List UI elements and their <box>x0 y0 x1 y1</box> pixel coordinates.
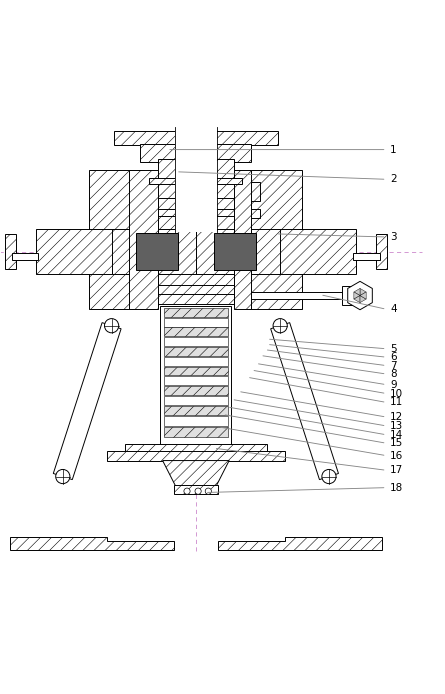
Bar <box>353 253 380 260</box>
Bar <box>234 169 251 310</box>
Text: 4: 4 <box>390 304 397 314</box>
Bar <box>112 230 158 274</box>
Polygon shape <box>271 323 339 480</box>
Polygon shape <box>53 323 121 480</box>
Text: 14: 14 <box>390 430 404 440</box>
Bar <box>12 253 38 260</box>
Bar <box>234 230 280 274</box>
Bar <box>196 230 234 274</box>
Bar <box>249 169 302 310</box>
Text: 6: 6 <box>390 352 397 362</box>
Polygon shape <box>218 537 382 550</box>
Bar <box>125 443 267 452</box>
Circle shape <box>322 469 336 484</box>
Bar <box>158 230 196 274</box>
Text: 11: 11 <box>390 398 404 407</box>
Bar <box>174 128 217 232</box>
Bar <box>214 233 256 270</box>
Circle shape <box>195 488 201 494</box>
Bar <box>114 131 278 145</box>
Text: 12: 12 <box>390 412 404 422</box>
Circle shape <box>105 319 119 333</box>
Polygon shape <box>360 296 366 303</box>
Bar <box>132 210 260 219</box>
Text: 10: 10 <box>390 389 403 398</box>
Bar <box>89 169 143 310</box>
Circle shape <box>273 319 287 333</box>
Circle shape <box>205 488 211 494</box>
Bar <box>132 182 260 201</box>
Bar <box>174 485 218 494</box>
Bar <box>158 160 234 180</box>
Bar <box>145 285 247 296</box>
Bar <box>164 347 228 356</box>
Bar <box>164 337 228 346</box>
Bar <box>160 306 231 446</box>
Bar <box>164 416 228 426</box>
Bar <box>5 234 16 269</box>
Bar <box>158 198 234 212</box>
Circle shape <box>184 488 190 494</box>
Bar <box>164 396 228 405</box>
Bar <box>164 328 228 337</box>
Bar <box>164 386 228 395</box>
Bar <box>164 366 228 375</box>
Bar <box>129 169 158 310</box>
Bar <box>164 357 228 366</box>
Text: 2: 2 <box>390 174 397 185</box>
Bar <box>164 308 228 317</box>
Polygon shape <box>354 296 360 303</box>
Bar <box>164 376 228 385</box>
Text: 18: 18 <box>390 482 404 493</box>
Text: 1: 1 <box>390 144 397 155</box>
Bar <box>158 216 234 232</box>
Bar <box>376 234 387 269</box>
Polygon shape <box>348 281 372 310</box>
Text: 7: 7 <box>390 361 397 371</box>
Bar <box>342 286 362 305</box>
Text: 3: 3 <box>390 232 397 242</box>
Bar <box>136 233 178 270</box>
Polygon shape <box>354 289 360 296</box>
Bar <box>150 178 243 184</box>
Bar <box>158 274 234 287</box>
Bar <box>164 427 228 437</box>
Bar <box>36 230 114 274</box>
Bar <box>164 405 228 415</box>
Bar <box>158 294 234 304</box>
Bar <box>141 144 251 162</box>
Polygon shape <box>360 292 366 299</box>
Text: 16: 16 <box>390 450 404 461</box>
Polygon shape <box>9 537 174 550</box>
Bar <box>247 292 344 299</box>
Polygon shape <box>162 461 229 486</box>
Bar <box>278 230 356 274</box>
Text: 8: 8 <box>390 369 397 379</box>
Text: 17: 17 <box>390 465 404 475</box>
Polygon shape <box>360 289 366 296</box>
Circle shape <box>56 469 70 484</box>
Bar <box>164 318 228 327</box>
Text: 13: 13 <box>390 421 404 431</box>
Text: 9: 9 <box>390 380 397 390</box>
Bar <box>107 451 285 461</box>
Polygon shape <box>354 292 360 299</box>
Text: 5: 5 <box>390 344 397 354</box>
Text: 15: 15 <box>390 439 404 448</box>
